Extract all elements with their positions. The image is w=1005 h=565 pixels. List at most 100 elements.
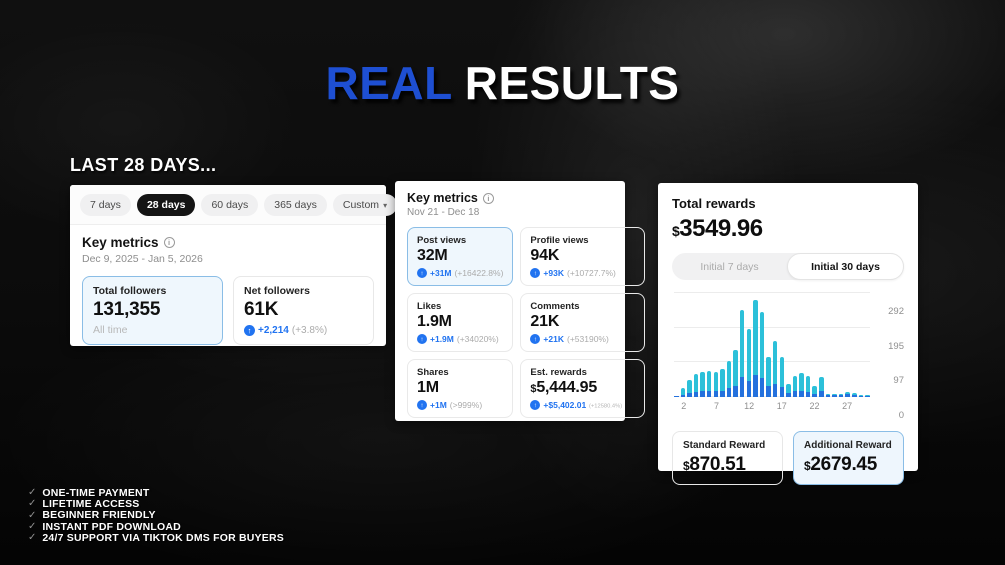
bar-day-7[interactable] bbox=[713, 372, 719, 397]
standard-reward-segment bbox=[693, 391, 699, 397]
bar-day-25[interactable] bbox=[832, 394, 837, 397]
x-axis-tick: 2 bbox=[681, 401, 687, 411]
tab-label: 28 days bbox=[146, 199, 186, 211]
list-item: ✓ LIFETIME ACCESS bbox=[28, 497, 284, 510]
additional-reward-segment bbox=[858, 394, 864, 396]
y-axis-tick: 0 bbox=[898, 410, 904, 421]
additional-reward-segment bbox=[845, 392, 850, 395]
bar-day-18[interactable] bbox=[786, 384, 791, 397]
x-axis-tick: 22 bbox=[809, 401, 820, 411]
bar-day-28[interactable] bbox=[852, 393, 857, 397]
metric-tile-est-rewards[interactable]: Est. rewards $5,444.95 ↑ +$5,402.01 (+12… bbox=[520, 359, 646, 418]
bar-day-2[interactable] bbox=[680, 387, 686, 397]
bar-day-19[interactable] bbox=[792, 376, 798, 397]
metric-tile-total-followers[interactable]: Total followers 131,355 All time bbox=[82, 276, 223, 345]
bar-day-23[interactable] bbox=[819, 377, 824, 397]
bar-day-10[interactable] bbox=[733, 350, 738, 397]
segment-initial-7-days[interactable]: Initial 7 days bbox=[672, 253, 787, 280]
additional-reward-segment bbox=[720, 369, 725, 391]
bar-day-14[interactable] bbox=[759, 312, 765, 397]
gridline bbox=[674, 326, 870, 328]
bar-day-22[interactable] bbox=[812, 386, 817, 397]
additional-reward-segment bbox=[706, 371, 712, 392]
bar-day-17[interactable] bbox=[779, 357, 784, 397]
segment-initial-30-days[interactable]: Initial 30 days bbox=[787, 253, 904, 280]
tab-60-days[interactable]: 60 days bbox=[201, 194, 259, 216]
gridline bbox=[674, 292, 870, 293]
bar-day-6[interactable] bbox=[706, 371, 712, 397]
metric-tile-post-views[interactable]: Post views 32M ↑ +31M (+16422.8%) bbox=[407, 227, 514, 286]
feature-checklist: ✓ ONE-TIME PAYMENT ✓ LIFETIME ACCESS ✓ B… bbox=[28, 487, 284, 544]
standard-reward-segment bbox=[746, 380, 752, 397]
bar-day-11[interactable] bbox=[739, 309, 745, 397]
tab-custom[interactable]: Custom ▾ bbox=[332, 194, 398, 216]
bar-day-24[interactable] bbox=[825, 394, 831, 397]
tab-7-days[interactable]: 7 days bbox=[80, 194, 131, 216]
metric-label: Shares bbox=[417, 367, 449, 378]
metric-label: Total followers bbox=[93, 285, 167, 297]
additional-reward-segment bbox=[753, 300, 758, 375]
bar-day-26[interactable] bbox=[838, 394, 844, 397]
metric-tile-likes[interactable]: Likes 1.9M ↑ +1.9M (+34020%) bbox=[407, 293, 514, 352]
date-range-label: Dec 9, 2025 - Jan 5, 2026 bbox=[82, 253, 203, 265]
metric-value: 21K bbox=[530, 313, 560, 330]
check-label: INSTANT PDF DOWNLOAD bbox=[42, 520, 181, 533]
bar-day-21[interactable] bbox=[805, 376, 811, 397]
bar-day-9[interactable] bbox=[726, 360, 732, 397]
standard-reward-segment bbox=[726, 388, 732, 397]
bar-day-5[interactable] bbox=[700, 372, 705, 397]
metric-value: 1M bbox=[417, 379, 439, 396]
bar-day-8[interactable] bbox=[720, 369, 725, 397]
bar-day-20[interactable] bbox=[799, 372, 804, 397]
tile-additional-reward[interactable]: Additional Reward $2679.45 bbox=[793, 431, 904, 485]
standard-reward-segment bbox=[739, 376, 745, 397]
tab-label: 365 days bbox=[274, 199, 317, 211]
tab-label: 60 days bbox=[211, 199, 249, 211]
tab-365-days[interactable]: 365 days bbox=[264, 194, 327, 216]
standard-reward-segment bbox=[799, 390, 804, 397]
change-percent: (+16422.8%) bbox=[454, 268, 504, 278]
bar-day-27[interactable] bbox=[845, 392, 850, 397]
additional-reward-segment bbox=[726, 360, 732, 389]
tile-standard-reward[interactable]: Standard Reward $870.51 bbox=[672, 431, 783, 485]
bar-day-30[interactable] bbox=[865, 395, 870, 397]
metric-label: Post views bbox=[417, 235, 467, 246]
standard-reward-segment bbox=[865, 395, 870, 397]
standard-reward-segment bbox=[845, 394, 850, 397]
standard-reward-segment bbox=[680, 394, 686, 397]
bar-day-16[interactable] bbox=[772, 340, 778, 397]
metric-tile-comments[interactable]: Comments 21K ↑ +21K (+53190%) bbox=[520, 293, 646, 352]
change-value: +2,214 bbox=[258, 325, 289, 336]
tab-28-days[interactable]: 28 days bbox=[136, 194, 196, 216]
metric-tile-profile-views[interactable]: Profile views 94K ↑ +93K (+10727.7%) bbox=[520, 227, 646, 286]
metric-tile-net-followers[interactable]: Net followers 61K ↑ +2,214 (+3.8%) bbox=[233, 276, 374, 345]
metric-value: 61K bbox=[244, 299, 279, 320]
change-value: +1.9M bbox=[430, 334, 454, 344]
key-metrics-card: Key metrics i Nov 21 - Dec 18 Post views… bbox=[395, 181, 646, 421]
additional-reward-segment bbox=[733, 350, 738, 387]
bar-day-29[interactable] bbox=[858, 394, 864, 397]
bar-day-1[interactable] bbox=[674, 395, 679, 397]
bar-day-3[interactable] bbox=[687, 379, 692, 397]
info-icon[interactable]: i bbox=[482, 192, 494, 204]
metric-value: $5,444.95 bbox=[530, 379, 635, 397]
date-range-label: Nov 21 - Dec 18 bbox=[407, 207, 480, 218]
bar-day-4[interactable] bbox=[693, 374, 699, 397]
change-value: +$5,402.01 bbox=[543, 400, 587, 410]
metric-value: 131,355 bbox=[93, 299, 161, 320]
bar-day-15[interactable] bbox=[766, 357, 771, 397]
change-percent: (+12580.4%) bbox=[589, 401, 623, 409]
bar-day-13[interactable] bbox=[753, 300, 758, 397]
additional-reward-segment bbox=[865, 395, 870, 396]
info-icon[interactable]: i bbox=[163, 237, 175, 248]
up-arrow-icon: ↑ bbox=[244, 325, 255, 336]
up-arrow-icon: ↑ bbox=[417, 334, 427, 344]
bar-day-12[interactable] bbox=[746, 329, 752, 397]
additional-reward-segment bbox=[825, 394, 831, 396]
metric-subtext: All time bbox=[93, 324, 128, 336]
y-axis-tick: 97 bbox=[893, 375, 904, 387]
total-number: 3549.96 bbox=[679, 215, 763, 242]
check-label: LIFETIME ACCESS bbox=[42, 497, 140, 510]
metric-tile-shares[interactable]: Shares 1M ↑ +1M (>999%) bbox=[407, 359, 514, 418]
currency-symbol: $ bbox=[804, 459, 811, 473]
